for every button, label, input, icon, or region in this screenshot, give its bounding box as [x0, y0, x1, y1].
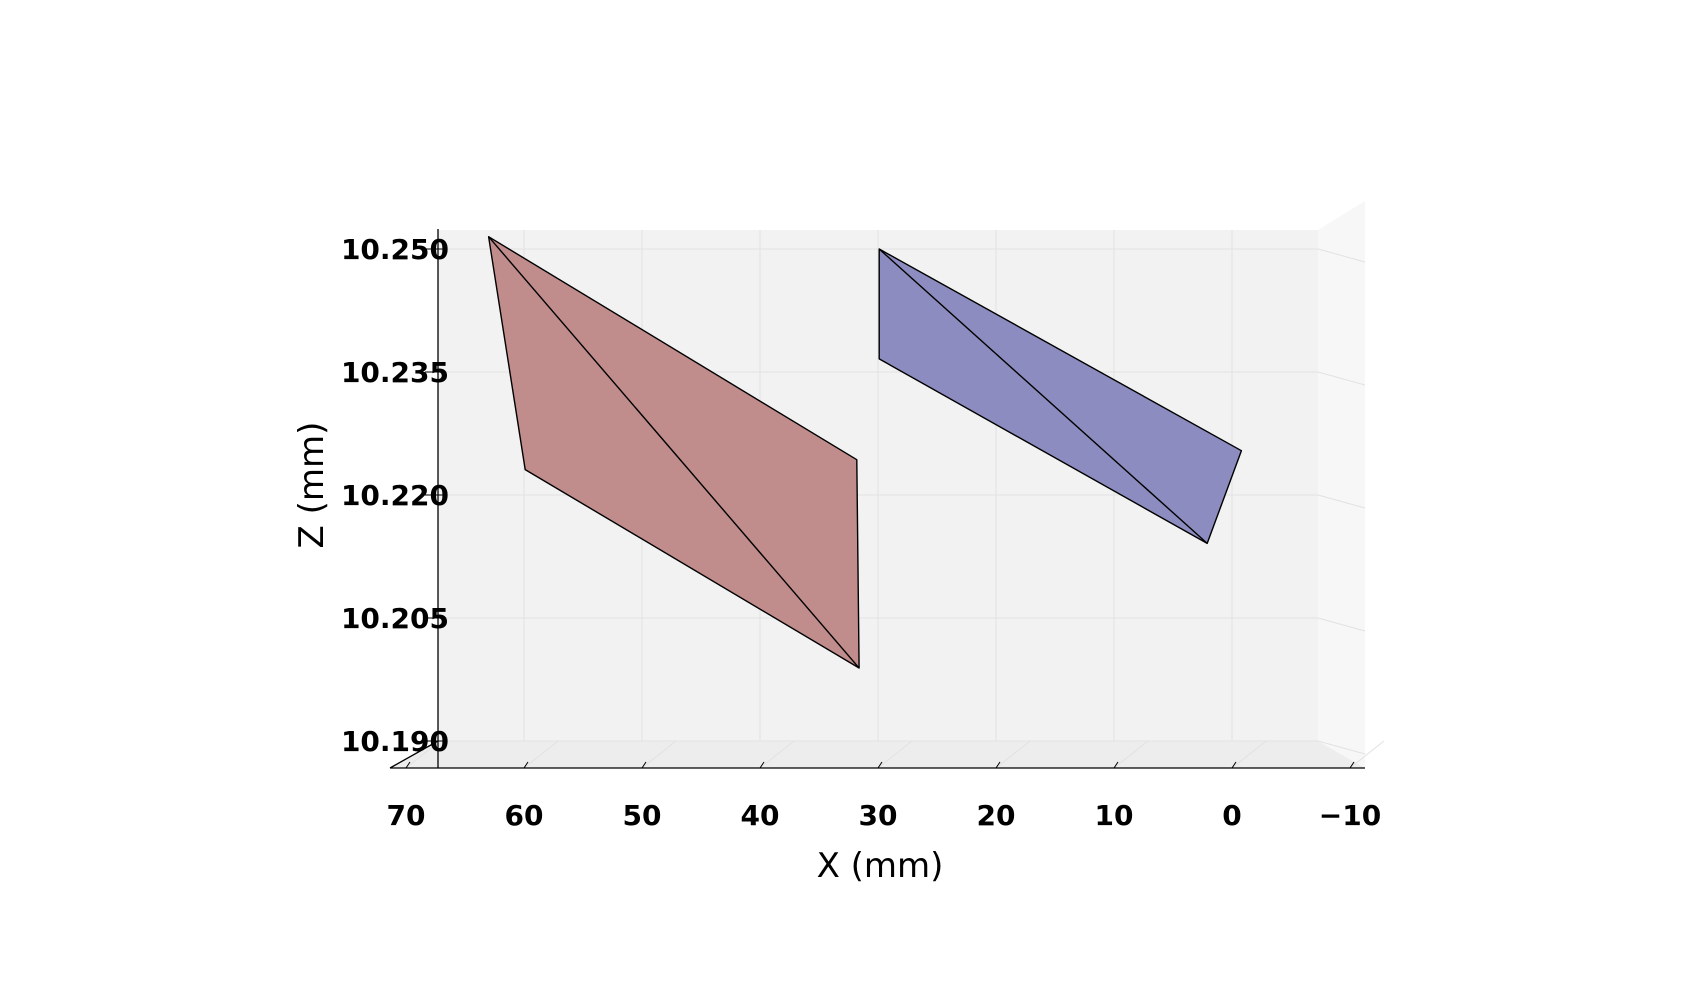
z-tick-label-2: 10.220 [341, 479, 449, 512]
surface-2-edge [878, 248, 1208, 544]
z-side-gridline-0 [1317, 740, 1366, 755]
x-floor-gridline-6 [1113, 740, 1149, 769]
floor-pane [390, 741, 1365, 768]
x-floor-gridline-5 [995, 740, 1031, 769]
z-side-gridline-3 [1317, 371, 1366, 386]
x-floor-gridline-2 [641, 740, 677, 769]
z-side-gridline-2 [1317, 494, 1366, 509]
x-tick-8 [1349, 761, 1355, 769]
x-tick-label-5: 20 [977, 799, 1016, 832]
x-tick-6 [1113, 761, 1119, 769]
z-tick-labels: 10.190 10.205 10.220 10.235 10.250 [341, 233, 449, 758]
x-floor-gridline-3 [759, 740, 795, 769]
z-tick-label-4: 10.250 [341, 233, 449, 266]
depth-axis-line [389, 740, 439, 769]
x-floor-gridline-8 [1349, 740, 1385, 769]
x-tick-5 [995, 761, 1001, 769]
x-tick-labels: 70 60 50 40 30 20 10 0 −10 [387, 799, 1382, 832]
z-axis-label: Z (mm) [292, 422, 332, 549]
z-tick-label-0: 10.190 [341, 725, 449, 758]
x-tick-0 [405, 761, 411, 769]
axes [389, 229, 1365, 769]
z-tick-label-1: 10.205 [341, 602, 449, 635]
surfaces [487, 235, 1243, 669]
side-pane [1318, 201, 1365, 768]
x-tick-4 [877, 761, 883, 769]
x-tick-label-0: 70 [387, 799, 426, 832]
x-floor-gridline-0 [405, 740, 441, 769]
x-floor-gridline-1 [523, 740, 559, 769]
x-tick-label-2: 50 [623, 799, 662, 832]
x-floor-gridline-4 [877, 740, 913, 769]
z-side-gridline-1 [1317, 617, 1366, 632]
x-tick-label-4: 30 [859, 799, 898, 832]
x-tick-3 [759, 761, 765, 769]
x-tick-7 [1231, 761, 1237, 769]
x-floor-gridline-7 [1231, 740, 1267, 769]
z-tick-label-3: 10.235 [341, 356, 449, 389]
surface-1-edge [488, 236, 860, 669]
x-tick-label-1: 60 [505, 799, 544, 832]
x-tick-1 [523, 761, 529, 769]
x-axis-label: X (mm) [817, 846, 944, 886]
z-side-gridline-4 [1317, 248, 1366, 263]
x-tick-label-3: 40 [741, 799, 780, 832]
x-tick-2 [641, 761, 647, 769]
x-tick-label-6: 10 [1095, 799, 1134, 832]
x-tick-label-7: 0 [1222, 799, 1241, 832]
x-tick-label-8: −10 [1319, 799, 1381, 832]
